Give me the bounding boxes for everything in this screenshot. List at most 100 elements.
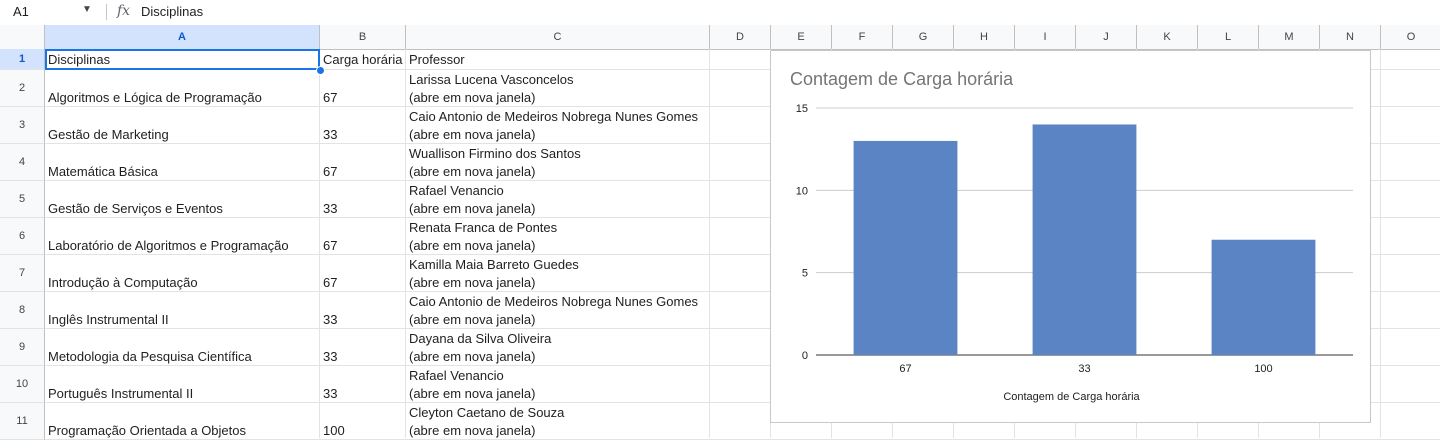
cell-disciplina[interactable]: Programação Orientada a Objetos <box>45 403 320 440</box>
row-header-4[interactable]: 4 <box>0 144 45 181</box>
cell-professor[interactable]: Wuallison Firmino dos Santos (abre em nov… <box>406 144 710 181</box>
column-header-m[interactable]: M <box>1259 25 1320 49</box>
cell-disciplina[interactable]: Introdução à Computação <box>45 255 320 292</box>
open-new-window-text: (abre em nova janela) <box>409 386 536 401</box>
cell-professor[interactable]: Cleyton Caetano de Souza (abre em nova ja… <box>406 403 710 440</box>
professor-name: Professor <box>409 51 465 67</box>
formula-input[interactable]: Disciplinas <box>141 4 204 19</box>
open-new-window-text: (abre em nova janela) <box>409 127 536 142</box>
chart-x-tick-label: 67 <box>899 363 911 375</box>
cell-professor[interactable]: Rafael Venancio (abre em nova janela) <box>406 366 710 403</box>
cell-carga-horaria[interactable]: 67 <box>320 70 406 107</box>
grid-row-line <box>45 180 1440 181</box>
cell-professor[interactable]: Professor <box>406 49 710 70</box>
cell-carga-horaria[interactable]: 33 <box>320 181 406 218</box>
cell-disciplina[interactable]: Português Instrumental II <box>45 366 320 403</box>
cell-disciplina[interactable]: Matemática Básica <box>45 144 320 181</box>
column-header-a[interactable]: A <box>45 25 320 49</box>
cell-carga-horaria[interactable]: 67 <box>320 144 406 181</box>
name-box[interactable]: A1 ▼ <box>0 0 104 24</box>
chart[interactable]: Contagem de Carga horária 0 5 10 15 67 33 100 … <box>770 50 1371 423</box>
grid-row-line <box>45 143 1440 144</box>
row-header-7[interactable]: 7 <box>0 255 45 292</box>
fill-handle[interactable] <box>316 66 325 75</box>
row-header-10[interactable]: 10 <box>0 366 45 403</box>
professor-name: Renata Franca de Pontes <box>409 220 558 235</box>
caret-down-icon[interactable]: ▼ <box>82 4 92 15</box>
cell-carga-horaria[interactable]: Carga horária <box>320 49 406 70</box>
cell-professor[interactable]: Rafael Venancio (abre em nova janela) <box>406 181 710 218</box>
cell-text: 67 <box>323 164 338 179</box>
cell-professor[interactable]: Larissa Lucena Vasconcelos (abre em nova … <box>406 70 710 107</box>
cell-text: Matemática Básica <box>48 164 158 179</box>
cell-text: Introdução à Computação <box>48 275 198 290</box>
column-header-b[interactable]: B <box>320 25 406 49</box>
cell-carga-horaria[interactable]: 33 <box>320 292 406 329</box>
cell-professor[interactable]: Dayana da Silva Oliveira (abre em nova ja… <box>406 329 710 366</box>
open-new-window-text: (abre em nova janela) <box>409 349 536 364</box>
column-header-l[interactable]: L <box>1198 25 1259 49</box>
column-header-h[interactable]: H <box>954 25 1015 49</box>
grid-row-line <box>45 106 1440 107</box>
cell-text: 33 <box>323 312 338 327</box>
cell-disciplina[interactable]: Gestão de Marketing <box>45 107 320 144</box>
professor-name: Wuallison Firmino dos Santos <box>409 146 581 161</box>
grid-row-line <box>45 365 1440 366</box>
professor-name: Caio Antonio de Medeiros Nobrega Nunes G… <box>409 109 699 124</box>
grid-column-line <box>405 49 406 438</box>
row-header-8[interactable]: 8 <box>0 292 45 329</box>
cell-professor[interactable]: Renata Franca de Pontes (abre em nova jan… <box>406 218 710 255</box>
column-header-d[interactable]: D <box>710 25 771 49</box>
cell-text: Programação Orientada a Objetos <box>48 423 246 438</box>
column-header-g[interactable]: G <box>893 25 954 49</box>
cell-carga-horaria[interactable]: 67 <box>320 255 406 292</box>
chart-bar-100[interactable] <box>1211 239 1316 355</box>
cell-text: Laboratório de Algoritmos e Programação <box>48 238 289 253</box>
cell-disciplina[interactable]: Disciplinas <box>45 49 320 70</box>
professor-name: Cleyton Caetano de Souza <box>409 405 565 420</box>
cell-disciplina[interactable]: Gestão de Serviços e Eventos <box>45 181 320 218</box>
cell-text: Português Instrumental II <box>48 386 194 401</box>
cell-carga-horaria[interactable]: 33 <box>320 329 406 366</box>
grid-row-line <box>45 217 1440 218</box>
chart-bar-67[interactable] <box>853 140 958 355</box>
cell-professor[interactable]: Kamilla Maia Barreto Guedes (abre em nova… <box>406 255 710 292</box>
cell-carga-horaria[interactable]: 100 <box>320 403 406 440</box>
chart-x-tick-label: 100 <box>1254 363 1272 375</box>
formula-bar: A1 ▼ fx Disciplinas <box>0 0 1440 26</box>
cell-carga-horaria[interactable]: 67 <box>320 218 406 255</box>
cell-carga-horaria[interactable]: 33 <box>320 366 406 403</box>
cell-disciplina[interactable]: Laboratório de Algoritmos e Programação <box>45 218 320 255</box>
cell-disciplina[interactable]: Algoritmos e Lógica de Programação <box>45 70 320 107</box>
open-new-window-text: (abre em nova janela) <box>409 312 536 327</box>
column-header-e[interactable]: E <box>771 25 832 49</box>
chart-y-tick-label: 5 <box>802 268 808 280</box>
row-header-11[interactable]: 11 <box>0 403 45 440</box>
column-header-n[interactable]: N <box>1320 25 1381 49</box>
column-header-i[interactable]: I <box>1015 25 1076 49</box>
cell-text: 100 <box>323 423 345 438</box>
row-header-2[interactable]: 2 <box>0 70 45 107</box>
column-header-c[interactable]: C <box>406 25 710 49</box>
column-header-f[interactable]: F <box>832 25 893 49</box>
cell-text: 33 <box>323 386 338 401</box>
cell-text: Algoritmos e Lógica de Programação <box>48 90 262 105</box>
select-all-corner[interactable] <box>0 25 45 49</box>
row-header-1[interactable]: 1 <box>0 49 45 70</box>
row-header-6[interactable]: 6 <box>0 218 45 255</box>
cell-disciplina[interactable]: Metodologia da Pesquisa Científica <box>45 329 320 366</box>
column-header-j[interactable]: J <box>1076 25 1137 49</box>
cell-disciplina[interactable]: Inglês Instrumental II <box>45 292 320 329</box>
row-header-3[interactable]: 3 <box>0 107 45 144</box>
column-header-k[interactable]: K <box>1137 25 1198 49</box>
professor-name: Kamilla Maia Barreto Guedes <box>409 257 579 272</box>
cell-carga-horaria[interactable]: 33 <box>320 107 406 144</box>
row-header-9[interactable]: 9 <box>0 329 45 366</box>
cell-professor[interactable]: Caio Antonio de Medeiros Nobrega Nunes G… <box>406 107 710 144</box>
row-header-5[interactable]: 5 <box>0 181 45 218</box>
cell-professor[interactable]: Caio Antonio de Medeiros Nobrega Nunes G… <box>406 292 710 329</box>
chart-y-tick-label: 15 <box>796 103 808 115</box>
chart-bar-33[interactable] <box>1032 124 1137 355</box>
column-header-o[interactable]: O <box>1381 25 1440 49</box>
chart-y-tick-label: 0 <box>802 350 808 362</box>
